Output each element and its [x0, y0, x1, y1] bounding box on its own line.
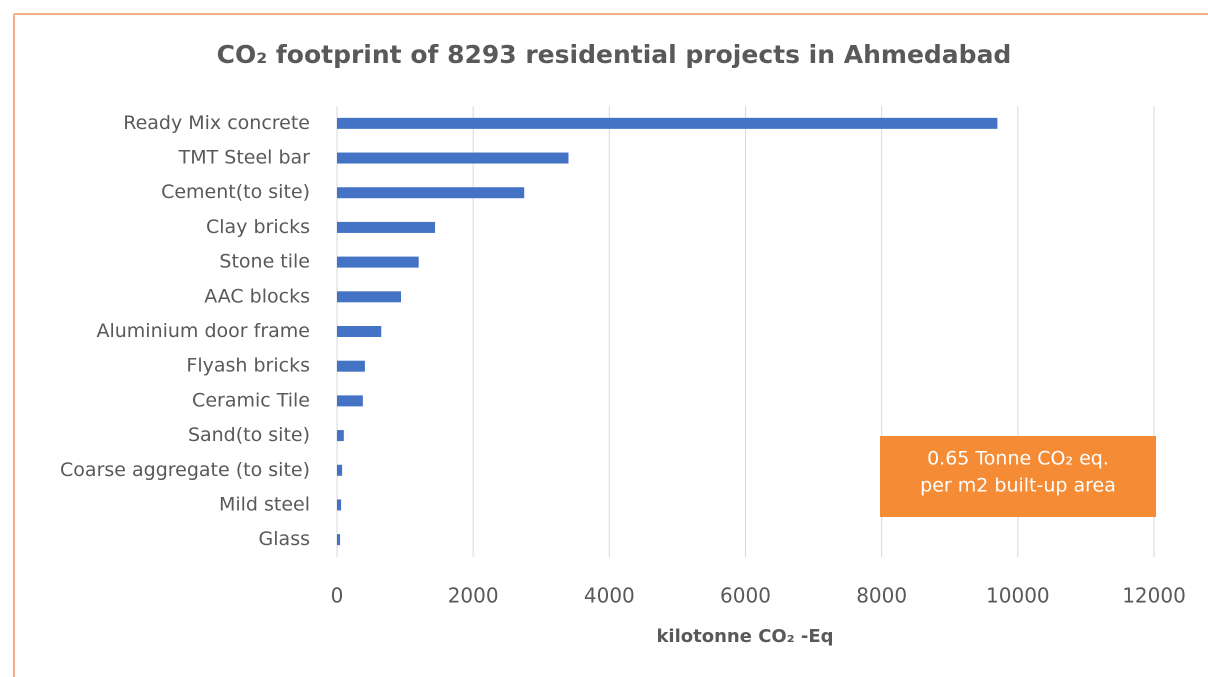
annotation-text: per m2 built-up area — [920, 475, 1116, 497]
y-tick-label: Ready Mix concrete — [123, 112, 310, 134]
bar — [337, 221, 436, 233]
y-tick-label: Stone tile — [219, 251, 310, 273]
x-tick-label: 6000 — [720, 584, 771, 608]
bar — [337, 534, 341, 546]
bar — [337, 360, 365, 372]
bar — [337, 152, 569, 164]
annotation-text: 0.65 Tonne CO₂ eq. — [927, 448, 1109, 470]
x-tick-label: 12000 — [1122, 584, 1186, 608]
bar — [337, 499, 342, 511]
y-tick-label: Cement(to site) — [161, 181, 310, 203]
y-tick-label: AAC blocks — [204, 285, 310, 307]
y-tick-label: Flyash bricks — [186, 355, 310, 377]
x-tick-label: 10000 — [986, 584, 1050, 608]
x-axis-label: kilotonne CO₂ -Eq — [656, 626, 833, 647]
bar — [337, 291, 401, 303]
x-tick-label: 4000 — [584, 584, 635, 608]
y-tick-label: Glass — [259, 528, 310, 550]
bar — [337, 256, 419, 268]
x-tick-label: 0 — [331, 584, 344, 608]
y-tick-label: Sand(to site) — [188, 424, 310, 446]
bar — [337, 430, 344, 442]
bar — [337, 117, 998, 129]
annotation-box — [880, 436, 1156, 517]
x-tick-label: 8000 — [856, 584, 907, 608]
y-tick-label: Ceramic Tile — [192, 389, 310, 411]
y-tick-label: Aluminium door frame — [96, 320, 310, 342]
y-tick-label: TMT Steel bar — [178, 147, 311, 169]
bar — [337, 326, 382, 337]
bar — [337, 464, 343, 476]
chart-title: CO₂ footprint of 8293 residential projec… — [217, 40, 1012, 69]
bar — [337, 395, 363, 407]
y-tick-label: Mild steel — [219, 493, 310, 515]
y-tick-label: Clay bricks — [206, 216, 310, 238]
bar — [337, 187, 525, 199]
x-tick-label: 2000 — [448, 584, 499, 608]
y-tick-label: Coarse aggregate (to site) — [60, 459, 310, 481]
